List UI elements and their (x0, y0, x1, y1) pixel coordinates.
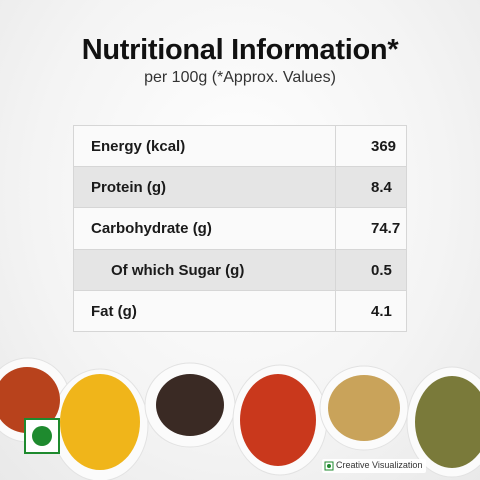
note-bg (322, 459, 426, 473)
cloves (156, 374, 224, 436)
nutrient: Carbohydrate (g) (73, 207, 336, 250)
row: Energy (kcal) 369 (73, 125, 407, 167)
saffron (0, 367, 60, 433)
amount: 74.7 (335, 207, 407, 250)
row: Carbohydrate (g) 74.7 (73, 207, 407, 250)
nutrient: Of which Sugar (g) (73, 249, 336, 291)
subtitle: per 100g (*Approx. Values) (144, 69, 336, 86)
amount: 0.5 (335, 249, 407, 291)
veg-symbol (24, 418, 60, 454)
nutrient: Fat (g) (73, 290, 336, 332)
row: Of which Sugar (g) 0.5 (73, 249, 407, 291)
mustard (328, 375, 400, 441)
amount: 8.4 (335, 166, 407, 208)
amount: 4.1 (335, 290, 407, 332)
row: Protein (g) 8.4 (73, 166, 407, 208)
veg-dot (32, 426, 52, 446)
turmeric (60, 374, 140, 470)
row: Fat (g) 4.1 (73, 290, 407, 332)
nutrition-table: Energy (kcal) 369 Protein (g) 8.4 Carbohyd… (73, 125, 407, 332)
footer-note: Creative Visualization (336, 460, 423, 470)
nutrient: Energy (kcal) (73, 125, 336, 167)
herbs (415, 376, 480, 468)
chili (240, 374, 316, 466)
title: Nutritional Information* (81, 34, 399, 66)
nutrient: Protein (g) (73, 166, 336, 208)
note-dot (327, 464, 331, 468)
